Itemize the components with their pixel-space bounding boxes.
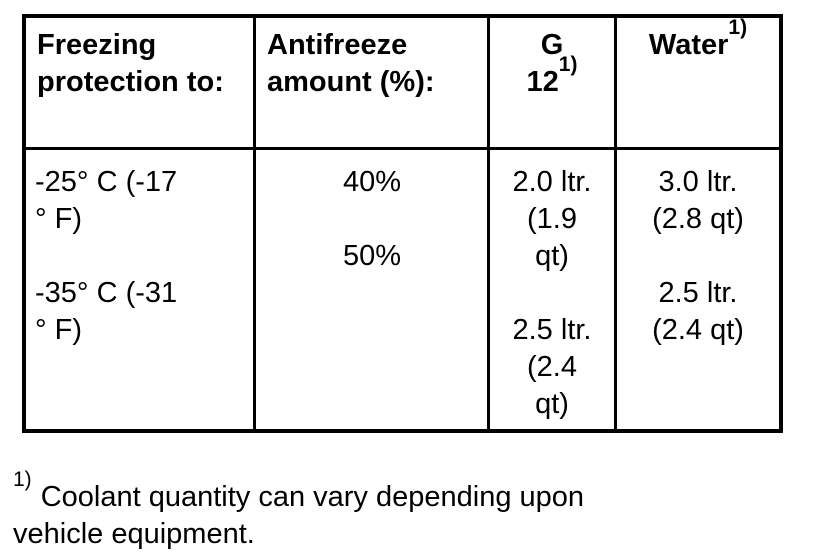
footnote-text: Coolant quantity can vary depending upon… (13, 481, 585, 550)
footnote: 1)Coolant quantity can vary depending up… (13, 469, 753, 553)
header-g12-line2: 121) (495, 54, 609, 101)
footnote-marker: 1) (13, 468, 32, 492)
header-water: Water1) (614, 18, 779, 147)
antifreeze-amount-values: 40% 50% (253, 150, 487, 429)
water-values: 3.0 ltr. (2.8 qt) 2.5 ltr. (2.4 qt) (614, 150, 779, 429)
freezing-protection-values: -25° C (-17 ° F) -35° C (-31 ° F) (35, 166, 178, 346)
header-g12-base: 12 (526, 66, 559, 98)
header-antifreeze-amount: Antifreeze amount (%): (253, 18, 487, 147)
header-water-base: Water (648, 29, 729, 61)
g12-values: 2.0 ltr. (1.9 qt) 2.5 ltr. (2.4 qt) (487, 150, 614, 429)
coolant-capacity-table: Freezing protection to: Antifreeze amoun… (22, 14, 783, 433)
header-g12: G 121) (487, 18, 614, 147)
footnote-reference-icon: 1) (728, 18, 748, 40)
header-g12-line1: G (540, 29, 564, 61)
table-body-row: -25° C (-17 ° F) -35° C (-31 ° F) 40% 50… (26, 150, 779, 429)
footnote-reference-icon: 1) (558, 53, 578, 77)
header-freezing-protection: Freezing protection to: (37, 29, 224, 98)
table-header-row: Freezing protection to: Antifreeze amoun… (26, 18, 779, 150)
